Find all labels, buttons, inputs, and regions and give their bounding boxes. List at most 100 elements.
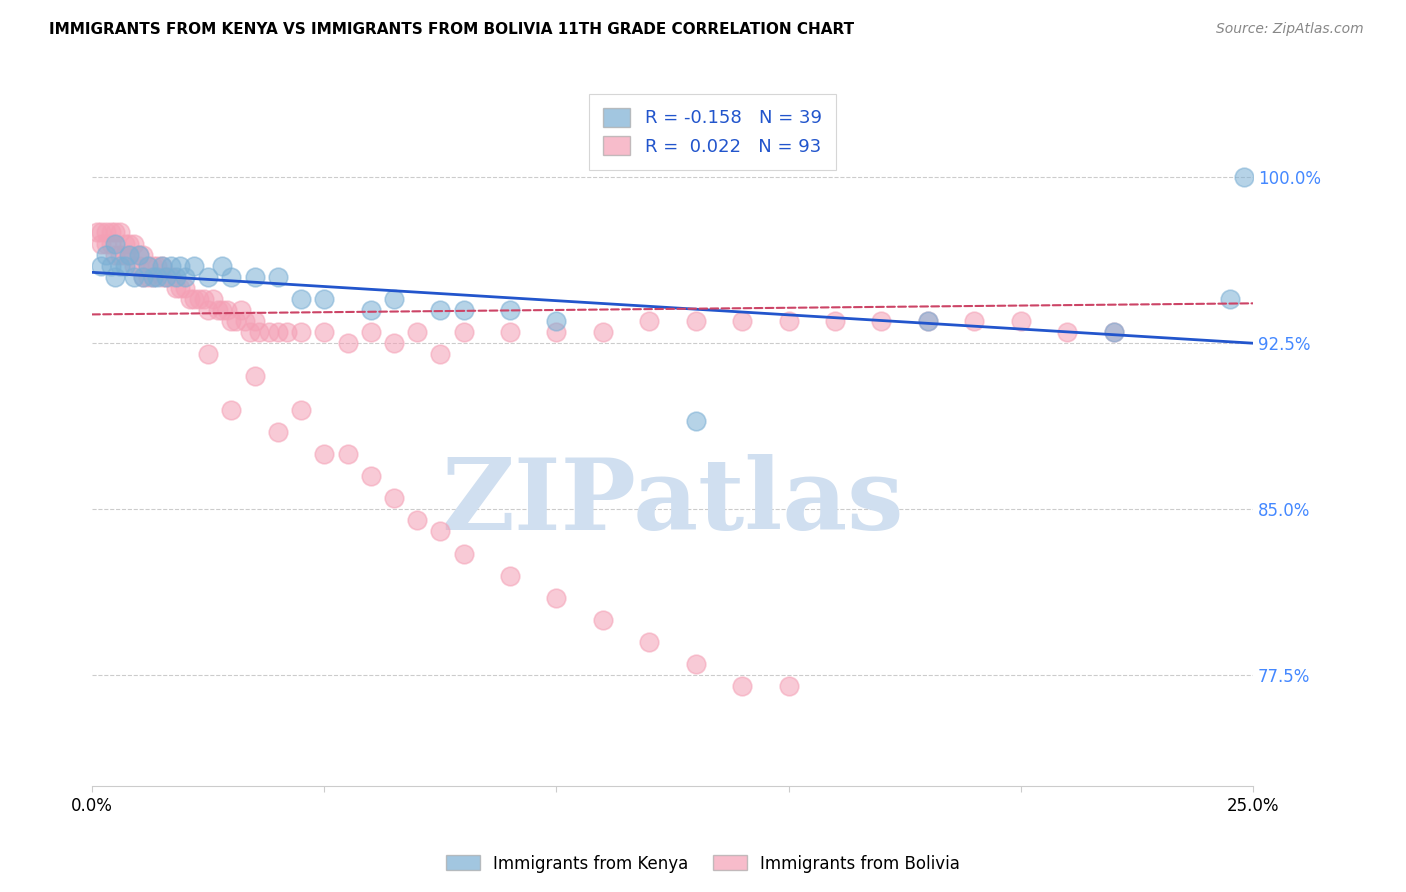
Point: [314, 292, 336, 306]
Point: [174, 281, 197, 295]
Point: [169, 259, 191, 273]
Text: ZIPatlas: ZIPatlas: [441, 454, 904, 551]
Point: [104, 269, 127, 284]
Point: [136, 269, 159, 284]
Point: [197, 303, 219, 318]
Point: [247, 325, 270, 339]
Point: [267, 325, 290, 339]
Point: [546, 325, 568, 339]
Point: [221, 269, 243, 284]
Point: [1232, 170, 1254, 185]
Point: [429, 524, 451, 539]
Point: [150, 259, 173, 273]
Point: [90, 226, 112, 240]
Point: [360, 325, 382, 339]
Text: IMMIGRANTS FROM KENYA VS IMMIGRANTS FROM BOLIVIA 11TH GRADE CORRELATION CHART: IMMIGRANTS FROM KENYA VS IMMIGRANTS FROM…: [49, 22, 855, 37]
Point: [141, 269, 163, 284]
Point: [197, 269, 219, 284]
Point: [499, 325, 522, 339]
Point: [870, 314, 893, 328]
Point: [239, 325, 262, 339]
Point: [215, 303, 238, 318]
Point: [197, 347, 219, 361]
Point: [1219, 292, 1241, 306]
Point: [114, 247, 136, 261]
Point: [132, 269, 155, 284]
Point: [128, 259, 150, 273]
Point: [90, 236, 112, 251]
Point: [382, 292, 405, 306]
Point: [314, 447, 336, 461]
Point: [90, 259, 112, 273]
Point: [243, 369, 266, 384]
Point: [243, 269, 266, 284]
Point: [132, 247, 155, 261]
Point: [183, 259, 205, 273]
Point: [165, 281, 187, 295]
Point: [104, 247, 127, 261]
Point: [122, 236, 145, 251]
Point: [155, 269, 177, 284]
Point: [221, 314, 243, 328]
Point: [685, 414, 707, 428]
Point: [201, 292, 224, 306]
Point: [221, 402, 243, 417]
Point: [108, 226, 131, 240]
Point: [360, 469, 382, 483]
Point: [114, 259, 136, 273]
Point: [638, 314, 661, 328]
Point: [174, 269, 197, 284]
Point: [150, 259, 173, 273]
Point: [499, 568, 522, 582]
Point: [193, 292, 215, 306]
Point: [169, 281, 191, 295]
Point: [104, 226, 127, 240]
Point: [128, 247, 150, 261]
Point: [290, 325, 312, 339]
Point: [160, 259, 183, 273]
Point: [1010, 314, 1032, 328]
Point: [453, 547, 475, 561]
Point: [118, 247, 141, 261]
Point: [136, 259, 159, 273]
Point: [290, 292, 312, 306]
Point: [86, 226, 108, 240]
Point: [122, 269, 145, 284]
Point: [336, 447, 359, 461]
Point: [141, 269, 163, 284]
Point: [179, 292, 201, 306]
Point: [141, 259, 163, 273]
Point: [546, 591, 568, 605]
Point: [499, 303, 522, 318]
Point: [546, 314, 568, 328]
Point: [229, 303, 252, 318]
Point: [453, 325, 475, 339]
Point: [108, 259, 131, 273]
Legend: R = -0.158   N = 39, R =  0.022   N = 93: R = -0.158 N = 39, R = 0.022 N = 93: [589, 94, 837, 170]
Point: [146, 269, 169, 284]
Point: [429, 347, 451, 361]
Point: [150, 269, 173, 284]
Point: [1102, 325, 1125, 339]
Point: [290, 402, 312, 417]
Point: [360, 303, 382, 318]
Point: [638, 635, 661, 649]
Point: [94, 226, 117, 240]
Point: [118, 236, 141, 251]
Point: [824, 314, 846, 328]
Point: [146, 259, 169, 273]
Point: [685, 314, 707, 328]
Point: [267, 425, 290, 439]
Point: [917, 314, 939, 328]
Point: [1102, 325, 1125, 339]
Point: [382, 336, 405, 351]
Point: [100, 259, 122, 273]
Point: [94, 247, 117, 261]
Point: [336, 336, 359, 351]
Point: [188, 292, 211, 306]
Point: [243, 314, 266, 328]
Text: Source: ZipAtlas.com: Source: ZipAtlas.com: [1216, 22, 1364, 37]
Point: [267, 269, 290, 284]
Point: [100, 226, 122, 240]
Point: [453, 303, 475, 318]
